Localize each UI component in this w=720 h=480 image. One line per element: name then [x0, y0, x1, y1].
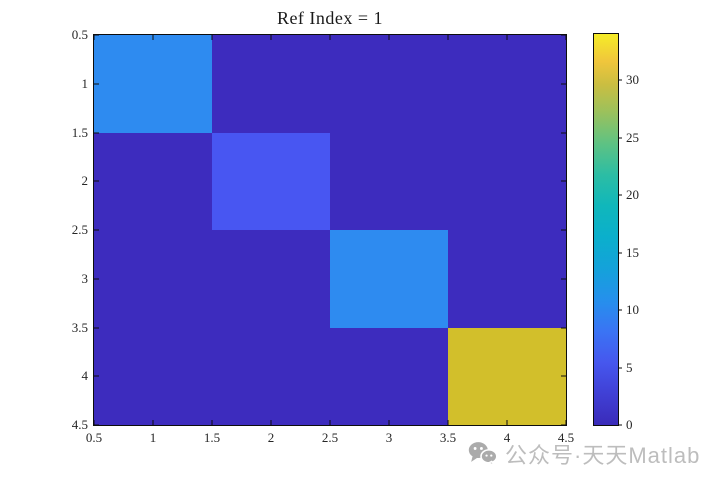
axis-tick [152, 35, 154, 40]
heatmap-cell [448, 230, 566, 328]
y-tick-label: 3 [81, 270, 89, 286]
x-tick-label: 4 [503, 430, 511, 445]
axis-tick [94, 132, 99, 133]
colorbar-tick [618, 194, 622, 196]
heatmap-cell [212, 35, 330, 133]
heatmap-cell [448, 35, 566, 133]
axis-tick [94, 424, 99, 426]
colorbar-tick [618, 367, 622, 368]
heatmap-cells [94, 35, 566, 425]
colorbar-tick-label: 5 [626, 359, 633, 375]
axis-tick [211, 420, 213, 425]
axis-tick [94, 180, 99, 182]
wechat-icon [468, 441, 498, 467]
axis-tick [565, 35, 567, 40]
axis-tick [561, 229, 566, 231]
heatmap-cell [212, 132, 330, 230]
axis-tick [94, 327, 99, 328]
axis-tick [94, 229, 99, 231]
colorbar-tick [618, 424, 622, 426]
x-tick-label: 2.5 [321, 430, 339, 445]
y-tick-label: 4.5 [71, 417, 88, 432]
axis-tick [561, 83, 566, 85]
x-tick-label: 3.5 [439, 430, 457, 445]
x-tick-label: 2 [267, 430, 275, 445]
watermark-text: 公众号·天天Matlab [505, 443, 701, 468]
heatmap-cell [94, 35, 212, 133]
colorbar-tick-label: 0 [626, 417, 633, 432]
heatmap: 0.5 0.5 1 1 1.5 1.5 2 2 2.5 2.5 3 3 3.5 3.5 4 4 4.5 4.5 [72, 27, 574, 445]
heatmap-cell [94, 230, 212, 328]
y-tick-label: 3.5 [71, 319, 88, 335]
y-tick-label: 0.5 [71, 27, 88, 42]
axis-tick [561, 327, 566, 328]
heatmap-cell [94, 327, 212, 425]
axis-tick [329, 420, 331, 425]
heatmap-cell [94, 132, 212, 230]
heatmap-cell [448, 327, 566, 425]
x-tick-label: 4.5 [557, 430, 575, 445]
axis-tick [506, 35, 508, 40]
axis-tick [447, 35, 449, 40]
axis-tick [93, 35, 95, 40]
axis-tick [211, 35, 213, 40]
watermark: 公众号·天天Matlab [468, 438, 700, 470]
axis-tick [561, 278, 566, 280]
axis-tick [565, 420, 567, 425]
heatmap-cell [212, 230, 330, 328]
chart-title: Ref Index = 1 [276, 8, 384, 28]
y-tick-label: 1.5 [71, 124, 88, 140]
heatmap-cell [330, 132, 448, 230]
x-tick-label: 1.5 [203, 430, 221, 445]
axis-tick [388, 420, 390, 425]
axis-tick [561, 375, 566, 377]
x-tick-label: 3 [385, 430, 393, 445]
colorbar-tick-label: 25 [626, 129, 639, 145]
y-tick-label: 2 [81, 173, 89, 189]
heatmap-cell [330, 35, 448, 133]
axis-tick [447, 420, 449, 425]
heatmap-cell [330, 327, 448, 425]
heatmap-cell [212, 327, 330, 425]
axis-tick [329, 35, 331, 40]
colorbar-tick [618, 79, 622, 81]
axis-tick [270, 420, 272, 425]
axis-tick [94, 34, 99, 36]
colorbar-tick-label: 30 [626, 72, 639, 87]
y-tick-label: 4 [81, 368, 89, 384]
colorbar-tick-label: 20 [626, 187, 639, 202]
axis-tick [561, 132, 566, 133]
colorbar-tick-label: 15 [626, 244, 639, 260]
y-tick-label: 2.5 [71, 222, 88, 237]
axis-tick [561, 34, 566, 36]
axis-tick [270, 35, 272, 40]
axis-tick [561, 180, 566, 182]
axis-tick [94, 375, 99, 377]
axis-tick [152, 420, 154, 425]
x-tick-label: 0.5 [85, 430, 103, 445]
axis-tick [94, 83, 99, 85]
colorbar-tick-label: 10 [626, 302, 639, 317]
colorbar-tick [618, 309, 622, 311]
axis-tick [506, 420, 508, 425]
axis-tick [93, 420, 95, 425]
axis-tick [561, 424, 566, 426]
heatmap-cell [448, 132, 566, 230]
colorbar-tick [618, 252, 622, 253]
y-tick-label: 1 [81, 75, 89, 91]
axis-tick [94, 278, 99, 280]
x-tick-label: 1 [149, 430, 157, 445]
axis-tick [388, 35, 390, 40]
colorbar-tick [618, 137, 622, 138]
heatmap-cell [330, 230, 448, 328]
colorbar: 0 5 10 15 20 25 30 [593, 33, 639, 432]
